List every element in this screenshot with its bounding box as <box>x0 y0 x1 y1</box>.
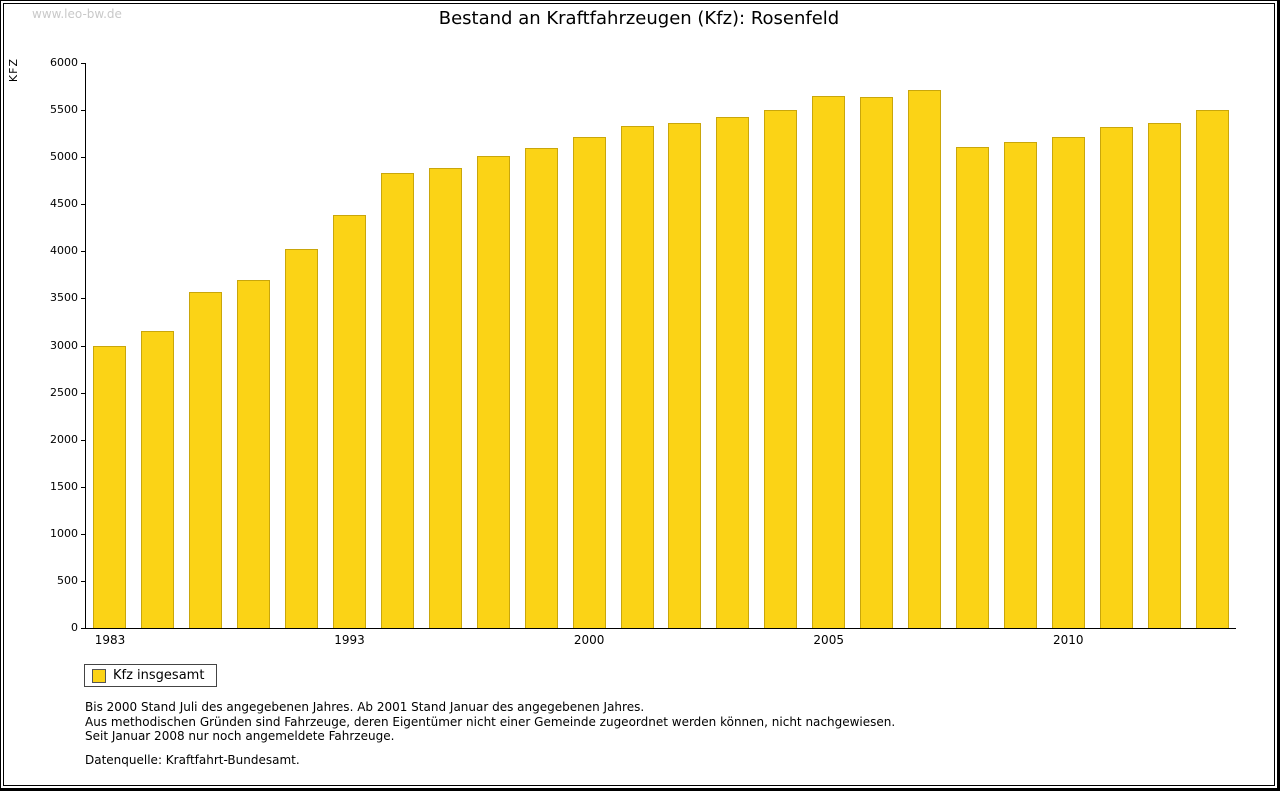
y-tick-mark <box>81 580 86 582</box>
bar-2012 <box>1147 123 1181 628</box>
y-tick-label-1500: 1500 <box>50 479 78 493</box>
x-tick-label-2000: 2000 <box>573 633 605 647</box>
bar-2005 <box>812 95 846 628</box>
y-tick-mark <box>81 345 86 347</box>
bar-1995 <box>380 173 414 628</box>
watermark: www.leo-bw.de <box>32 7 122 21</box>
y-tick-mark <box>81 110 86 112</box>
y-tick-label-2000: 2000 <box>50 432 78 446</box>
data-source: Datenquelle: Kraftfahrt-Bundesamt. <box>85 752 300 767</box>
y-tick-mark <box>81 204 86 206</box>
x-tick-label-2010: 2010 <box>1053 633 1084 647</box>
y-tick-label-5000: 5000 <box>50 150 78 164</box>
bar-1987 <box>189 291 223 628</box>
y-tick-mark <box>81 533 86 535</box>
x-tick-label-1993: 1993 <box>334 633 365 647</box>
plot-area: 0 500 1000 1500 2000 2500 3000 3500 4000 4500 5000… <box>50 57 1236 647</box>
bar-2006 <box>860 96 894 628</box>
y-tick-label-2500: 2500 <box>50 385 78 399</box>
y-tick-mark <box>81 298 86 300</box>
bar-2011 <box>1099 127 1133 628</box>
bar-2008 <box>955 146 989 628</box>
y-tick-label-500: 500 <box>57 573 78 587</box>
footnote-line: Bis 2000 Stand Juli des angegebenen Jahr… <box>85 700 645 714</box>
y-tick-mark <box>81 63 86 64</box>
y-tick-label-3000: 3000 <box>50 338 78 352</box>
y-tick-mark <box>81 392 86 394</box>
bar-1999 <box>524 147 558 628</box>
y-tick-label-5500: 5500 <box>50 103 78 117</box>
chart-title: Bestand an Kraftfahrzeugen (Kfz): Rosenf… <box>438 8 840 29</box>
legend-swatch-icon <box>92 668 106 683</box>
bar-2000 <box>572 137 606 628</box>
y-axis-title: KFZ <box>7 58 20 83</box>
bar-1991 <box>285 248 319 628</box>
bar-1998 <box>476 156 510 628</box>
y-tick-mark <box>81 439 86 441</box>
y-tick-label-6000: 6000 <box>50 56 78 69</box>
y-tick-mark <box>81 157 86 159</box>
bar-1997 <box>428 168 462 628</box>
y-tick-mark <box>81 486 86 488</box>
y-tick-label-0: 0 <box>71 621 78 634</box>
y-tick-label-4500: 4500 <box>50 197 78 211</box>
y-tick-mark <box>81 628 86 629</box>
footnote-line: Seit Januar 2008 nur noch angemeldete Fa… <box>85 729 395 743</box>
bar-2004 <box>764 110 798 628</box>
footnotes: Bis 2000 Stand Juli des angegebenen Jahr… <box>85 700 895 767</box>
x-tick-label-1983: 1983 <box>94 633 126 647</box>
y-tick-label-1000: 1000 <box>50 526 78 540</box>
y-tick-label-4000: 4000 <box>50 244 78 258</box>
legend-label: Kfz insgesamt <box>113 668 205 683</box>
y-tick-mark <box>81 251 86 253</box>
bar-1993 <box>333 214 367 628</box>
bar-2002 <box>668 123 702 628</box>
y-tick-label-3500: 3500 <box>50 291 78 305</box>
bar-2010 <box>1051 137 1085 628</box>
bar-2007 <box>908 90 942 628</box>
bar-2009 <box>1003 142 1037 628</box>
bar-1983 <box>93 345 127 628</box>
bar-2013 <box>1195 110 1229 628</box>
bar-1985 <box>141 331 175 628</box>
bar-1989 <box>237 279 271 628</box>
chart-canvas: www.leo-bw.de Bestand an Kraftfahrzeugen… <box>3 3 1275 786</box>
bar-2001 <box>620 126 654 628</box>
footnote-line: Aus methodischen Gründen sind Fahrzeuge,… <box>85 714 896 729</box>
legend: Kfz insgesamt <box>84 664 218 687</box>
x-tick-label-2005: 2005 <box>813 633 844 647</box>
bar-2003 <box>716 116 750 628</box>
